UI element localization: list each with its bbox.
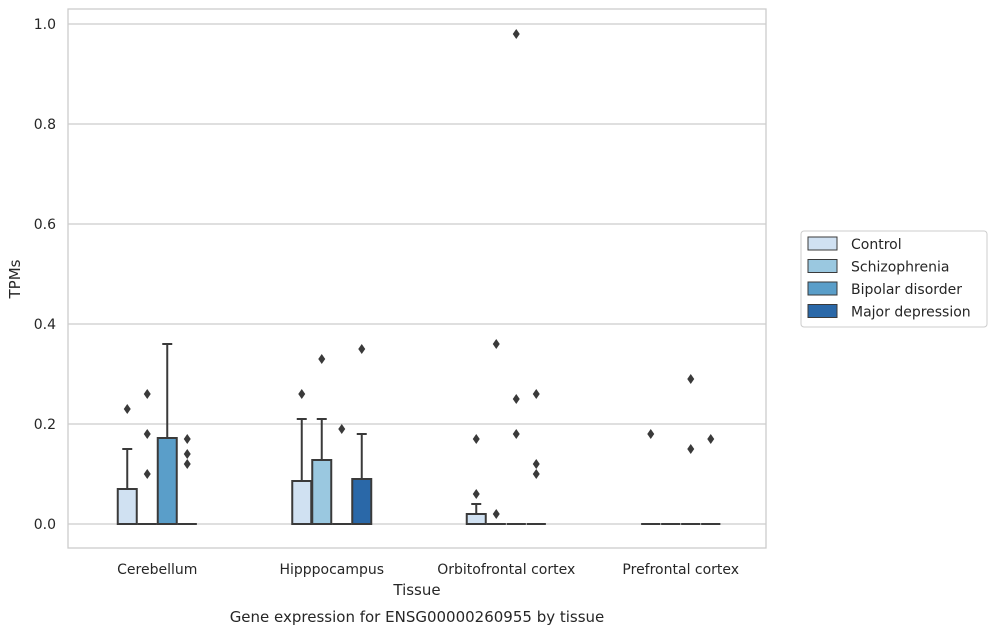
outlier-point: [472, 489, 480, 499]
box: [311, 459, 333, 525]
plot-frame: [67, 8, 767, 549]
x-tick-labels: Cerebellum Hipppocampus Orbitofrontal cort…: [117, 562, 739, 578]
outlier-point: [298, 389, 306, 399]
box-groups: [116, 29, 721, 525]
legend-label: Bipolar disorder: [851, 282, 962, 298]
outlier-point: [183, 434, 191, 444]
outlier-point: [143, 429, 151, 439]
outlier-point: [707, 434, 715, 444]
outlier-point: [532, 459, 540, 469]
chart-caption: Gene expression for ENSG00000260955 by t…: [230, 608, 605, 626]
x-axis-label: Tissue: [392, 581, 440, 599]
outlier-point: [687, 374, 695, 384]
x-tick-label: Orbitofrontal cortex: [437, 562, 575, 578]
outlier-point: [512, 29, 520, 39]
y-tick-label: 0.0: [34, 517, 56, 533]
box: [291, 480, 313, 525]
box: [116, 488, 138, 525]
y-tick-label: 1.0: [34, 17, 56, 33]
outlier-point: [532, 389, 540, 399]
box: [351, 478, 373, 525]
box: [465, 513, 487, 525]
outlier-point: [647, 429, 655, 439]
legend-frame: [800, 230, 988, 328]
legend-swatch: [807, 236, 838, 251]
outlier-point: [183, 459, 191, 469]
y-tick-label: 0.8: [34, 117, 56, 133]
legend-swatch: [807, 304, 838, 318]
outlier-point: [183, 449, 191, 459]
category-group: [291, 344, 373, 525]
y-tick-labels: 0.0 0.2 0.4 0.6 0.8 1.0: [34, 17, 56, 533]
y-tick-label: 0.6: [34, 217, 56, 233]
outlier-point: [492, 339, 500, 349]
outlier-point: [492, 509, 500, 519]
legend-swatch: [807, 259, 838, 273]
outlier-point: [532, 469, 540, 479]
box: [156, 437, 178, 525]
x-tick-label: Prefrontal cortex: [622, 562, 739, 578]
legend-swatch: [807, 281, 838, 296]
x-tick-label: Hipppocampus: [279, 562, 384, 578]
outlier-point: [123, 404, 131, 414]
legend-label: Schizophrenia: [851, 260, 949, 276]
outlier-point: [687, 444, 695, 454]
legend-label: Control: [851, 237, 902, 253]
outlier-point: [143, 389, 151, 399]
legend-label: Major depression: [851, 305, 971, 321]
outlier-point: [338, 424, 346, 434]
y-tick-label: 0.4: [34, 317, 56, 333]
y-axis-label: TPMs: [6, 259, 24, 299]
outlier-point: [472, 434, 480, 444]
x-tick-label: Cerebellum: [117, 562, 197, 578]
outlier-point: [143, 469, 151, 479]
y-tick-label: 0.2: [34, 417, 56, 433]
category-group: [641, 374, 721, 525]
category-group: [116, 343, 197, 525]
legend: Control Schizophrenia Bipolar disorder Majo…: [800, 230, 988, 328]
outlier-point: [512, 429, 520, 439]
category-group: [465, 29, 546, 525]
outlier-point: [358, 344, 366, 354]
outlier-point: [318, 354, 326, 364]
outlier-point: [512, 394, 520, 404]
